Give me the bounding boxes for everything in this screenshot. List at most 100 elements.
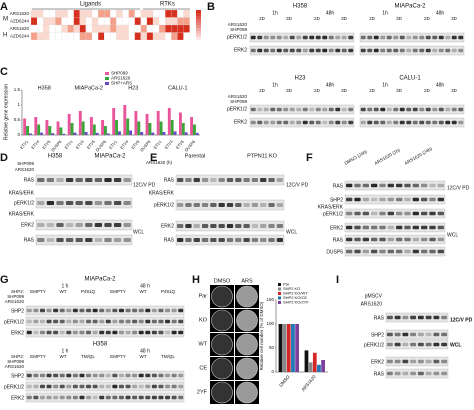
- time: 1h: [382, 10, 388, 16]
- band: [458, 107, 464, 112]
- heatmap-cell: [146, 24, 154, 33]
- heatmap-cell: [171, 9, 178, 18]
- heatmap-cell: [171, 32, 178, 41]
- bar: [162, 132, 166, 135]
- band: [151, 319, 157, 324]
- section-label: 12C/V PD: [447, 185, 470, 191]
- panel-letter: F: [306, 152, 313, 164]
- band: [438, 107, 444, 112]
- band: [322, 48, 328, 53]
- band: [104, 178, 112, 182]
- row-label: ERK2: [234, 47, 247, 53]
- heatmap-cell: [49, 32, 56, 41]
- heatmap-cell: [36, 9, 44, 18]
- band: [123, 178, 131, 182]
- bar: [156, 111, 160, 135]
- band: [346, 197, 353, 202]
- band: [348, 35, 354, 40]
- band: [360, 120, 366, 125]
- blot: [344, 222, 446, 233]
- band: [185, 203, 192, 207]
- band: [425, 107, 431, 112]
- x-tick-label: DMSO: [278, 374, 291, 388]
- time: 48 h: [140, 283, 150, 289]
- band: [433, 371, 440, 376]
- band: [132, 319, 138, 324]
- band: [263, 107, 269, 112]
- bar: [84, 132, 88, 135]
- row-label: Par: [198, 293, 207, 299]
- construct: EMPTY: [30, 289, 46, 294]
- band: [289, 120, 295, 125]
- bar: [78, 111, 82, 135]
- band: [309, 35, 315, 40]
- band: [113, 238, 122, 242]
- heatmap-cell: [91, 17, 99, 26]
- band: [394, 342, 401, 347]
- heatmap-cell: [146, 17, 154, 26]
- band: [396, 183, 403, 188]
- heatmap-cell: [55, 9, 62, 18]
- band: [210, 238, 217, 242]
- band: [46, 238, 55, 242]
- row-label: RAS: [164, 237, 175, 243]
- band: [260, 178, 267, 182]
- band: [399, 107, 405, 112]
- band: [276, 107, 282, 112]
- row-label: SHP2: [11, 308, 24, 314]
- colorbar: [196, 34, 201, 37]
- band: [171, 395, 177, 400]
- heatmap-cell: [85, 9, 93, 18]
- band: [250, 120, 256, 125]
- band: [99, 308, 105, 313]
- band: [105, 395, 111, 400]
- section-label: WCL: [133, 229, 144, 235]
- blot: [249, 32, 355, 43]
- band: [425, 359, 432, 364]
- band: [59, 373, 65, 378]
- band: [354, 183, 361, 188]
- row-label: pERK1/2: [4, 319, 24, 325]
- heatmap-cell: [122, 32, 129, 41]
- band: [251, 203, 259, 207]
- legend-label: SHP2 KO: [283, 286, 300, 291]
- heatmap-cell: [159, 9, 166, 18]
- band: [302, 107, 308, 112]
- construct: P491Q: [81, 289, 96, 294]
- heatmap-cell: [73, 24, 80, 33]
- x-tick-label: ETV5: [41, 139, 52, 150]
- heatmap-cell: [85, 17, 93, 26]
- band: [421, 237, 428, 242]
- band: [289, 107, 295, 112]
- band: [270, 120, 276, 125]
- x-tick-label: ETV5: [86, 139, 97, 150]
- band: [165, 319, 171, 324]
- colorbar: [196, 22, 201, 25]
- heatmap-cell: [152, 24, 160, 33]
- band: [380, 35, 386, 40]
- row-label: RAS: [24, 177, 35, 183]
- band: [86, 330, 92, 335]
- band: [201, 238, 209, 242]
- band: [417, 332, 424, 337]
- band: [92, 373, 98, 378]
- band: [86, 373, 92, 378]
- bar: [101, 120, 104, 135]
- heatmap-cell: [171, 24, 178, 33]
- band: [386, 35, 392, 40]
- band: [404, 225, 411, 230]
- band: [165, 308, 171, 313]
- band: [438, 48, 444, 53]
- band: [393, 48, 399, 53]
- band: [132, 308, 138, 313]
- band: [371, 237, 378, 242]
- band: [419, 48, 425, 53]
- band: [226, 224, 234, 228]
- band: [386, 120, 392, 125]
- bar: [137, 121, 141, 135]
- band: [85, 223, 93, 227]
- y-tick-label: 1: [17, 102, 20, 107]
- band: [75, 223, 83, 227]
- band: [112, 319, 118, 324]
